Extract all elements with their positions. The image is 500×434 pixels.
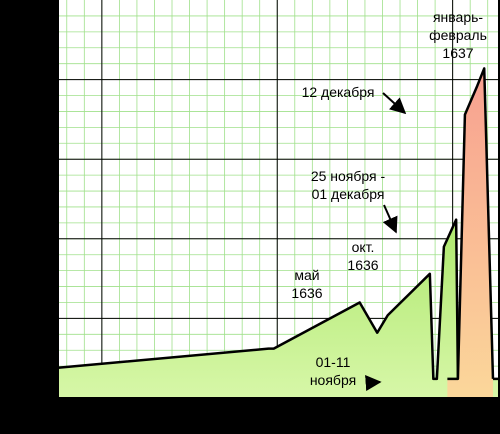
annotation-label: 12 декабря: [302, 84, 375, 100]
annotation-line: май: [294, 267, 319, 283]
x-tick-label: 1636: [255, 411, 300, 433]
y-tick-label: 150: [21, 151, 45, 167]
y-axis-label: Индекс цен: [0, 172, 25, 289]
annotation-arrow: [382, 204, 398, 234]
y-tick-label: 0: [36, 390, 44, 406]
annotation-line: 25 ноября -: [311, 168, 386, 184]
annotation-line: 12 декабря: [302, 84, 375, 100]
annotation-line: февраль: [429, 27, 487, 43]
x-tick-label: 1635: [80, 411, 125, 433]
annotations: январь-февраль 1637 12 декабря 25 ноября - 0…: [291, 9, 487, 392]
annotation-label: 25 ноября - 01 декабря: [311, 168, 386, 202]
series-line-2: [447, 67, 495, 381]
y-tick-labels: 0 50 100 150 200: [21, 72, 58, 406]
plot-background: [58, 0, 500, 398]
annotation-arrow: [365, 375, 382, 392]
annotation-line: 01 декабря: [312, 186, 385, 202]
annotation-line: окт.: [352, 239, 375, 255]
series-areas: [57, 67, 500, 399]
annotation-arrow: [382, 92, 407, 115]
annotation-label: 01-11 ноября: [310, 354, 356, 388]
series-area-2: [447, 68, 493, 399]
annotation-line: 1636: [347, 257, 378, 273]
annotation-label: окт. 1636: [347, 239, 378, 273]
series-area-1: [58, 219, 500, 398]
annotation-line: 01-11: [316, 354, 351, 370]
x-tick-label: 1637: [430, 411, 475, 433]
y-tick-label: 200: [21, 72, 45, 88]
annotation-line: 1636: [291, 285, 322, 301]
axes: [57, 0, 500, 399]
y-tick-label: 50: [28, 310, 44, 326]
annotation-line: ноября: [310, 372, 356, 388]
annotation-line: 1637: [442, 45, 473, 61]
x-tick-labels: 1635 1636 1637: [80, 411, 475, 433]
annotation-line: январь-: [433, 9, 483, 25]
annotation-label: январь-февраль 1637: [429, 9, 487, 61]
annotation-label: май 1636: [291, 267, 322, 301]
y-tick-label: 100: [21, 231, 45, 247]
